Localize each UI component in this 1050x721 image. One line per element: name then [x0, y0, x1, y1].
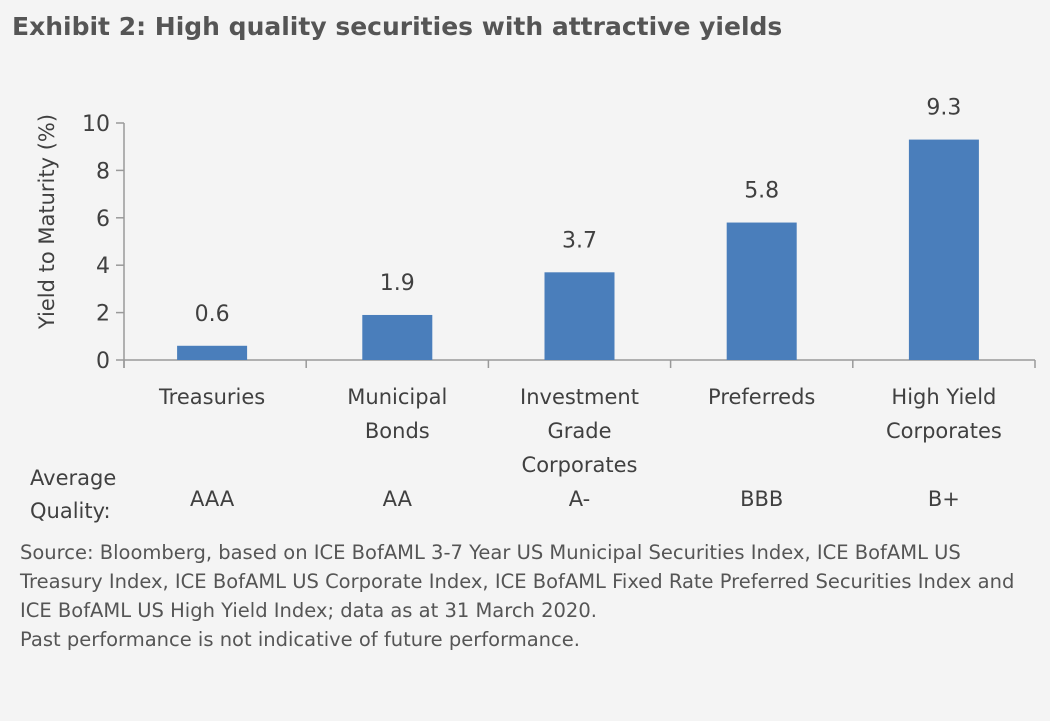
data-label: 3.7 — [562, 228, 597, 253]
x-tick-label: Municipal — [347, 385, 447, 409]
y-tick-label: 4 — [96, 254, 110, 279]
bar-chart: 0 2 4 6 8 10 Yield to Maturity (%) 0.6 Treasurie… — [30, 96, 1036, 523]
y-tick-label: 10 — [82, 112, 110, 137]
bar — [177, 345, 248, 360]
quality-rating: BBB — [740, 487, 783, 511]
x-tick-label: High Yield — [891, 385, 996, 409]
bar — [908, 139, 979, 360]
data-label: 9.3 — [926, 96, 961, 121]
quality-rating: A- — [569, 487, 590, 511]
x-tick-label: Treasuries — [158, 385, 265, 409]
data-label: 0.6 — [195, 302, 230, 327]
quality-label: Quality: — [30, 499, 111, 523]
x-tick-label: Bonds — [365, 419, 430, 443]
x-tick-label: Grade — [547, 419, 611, 443]
data-label: 5.8 — [744, 179, 779, 204]
y-tick-label: 2 — [96, 302, 110, 327]
x-tick-label: Corporates — [886, 419, 1002, 443]
y-axis-label: Yield to Maturity (%) — [35, 114, 59, 330]
quality-label: Average — [30, 466, 116, 490]
x-tick-label: Corporates — [522, 453, 638, 477]
bar — [544, 272, 615, 360]
disclaimer: Past performance is not indicative of fu… — [20, 628, 580, 651]
x-tick-label: Preferreds — [708, 385, 815, 409]
quality-rating: B+ — [928, 487, 960, 511]
bar — [726, 222, 797, 360]
quality-rating: AAA — [190, 487, 235, 511]
x-tick-label: Investment — [520, 385, 639, 409]
bar — [362, 314, 433, 360]
y-tick-label: 8 — [96, 159, 110, 184]
footnotes: Source: Bloomberg, based on ICE BofAML 3… — [20, 538, 1040, 654]
y-tick-label: 0 — [96, 349, 110, 374]
y-tick-label: 6 — [96, 207, 110, 232]
chart-title: Exhibit 2: High quality securities with … — [12, 12, 783, 41]
source-note: Source: Bloomberg, based on ICE BofAML 3… — [20, 541, 1015, 622]
quality-rating: AA — [383, 487, 413, 511]
data-label: 1.9 — [380, 271, 415, 296]
